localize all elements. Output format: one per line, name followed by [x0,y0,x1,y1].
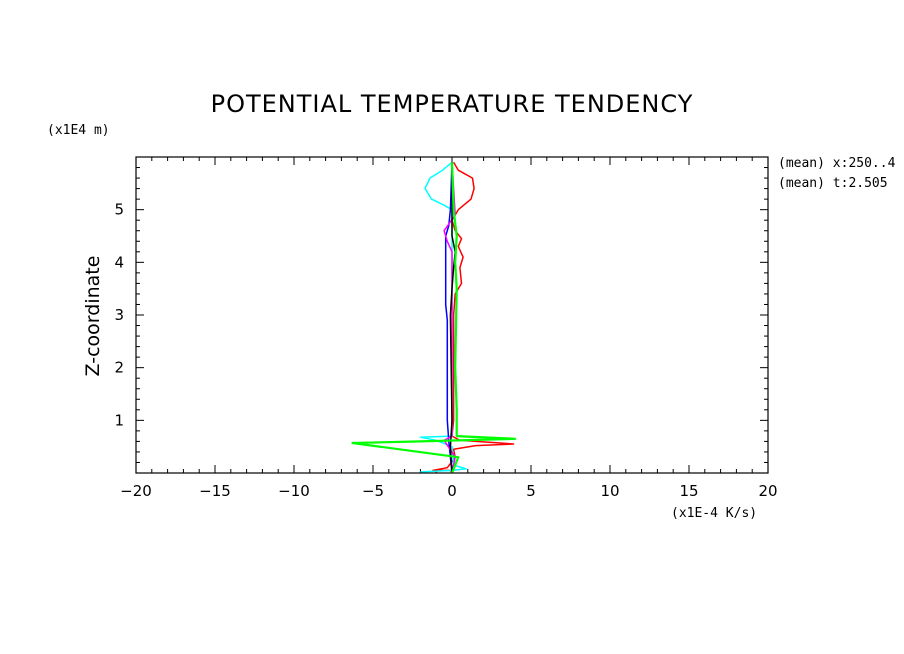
x-tick-label: −15 [199,482,231,500]
series-line-2 [444,162,453,474]
chart-title: POTENTIAL TEMPERATURE TENDENCY [211,90,694,118]
annotation-t-mean: (mean) t:2.505 [778,176,888,191]
series-line-5 [351,162,517,474]
x-tick-label: 15 [679,482,698,500]
y-tick-label: 4 [114,253,124,271]
y-unit-label: (x1E4 m) [47,123,110,138]
x-tick-label: −20 [120,482,152,500]
x-tick-label: 5 [526,482,536,500]
annotation-x-mean: (mean) x:250..4 [778,156,896,171]
y-tick-label: 1 [114,411,124,429]
x-tick-label: 10 [600,482,619,500]
y-tick-label: 5 [114,201,124,219]
y-axis-label: Z-coordinate [82,256,104,377]
x-tick-label: −5 [362,482,384,500]
x-tick-label: 20 [758,482,777,500]
y-tick-label: 2 [114,359,124,377]
x-tick-label: 0 [447,482,457,500]
axis-ticks: −20 −15 −10 −5 0 5 10 15 20 1 2 3 4 5 [114,157,778,500]
x-tick-label: −10 [278,482,310,500]
series-line-4 [449,162,456,474]
series-layer [351,161,517,474]
x-unit-label: (x1E-4 K/s) [671,506,757,521]
plot-frame [135,156,769,474]
series-line-0 [432,161,515,474]
y-tick-label: 3 [114,306,124,324]
